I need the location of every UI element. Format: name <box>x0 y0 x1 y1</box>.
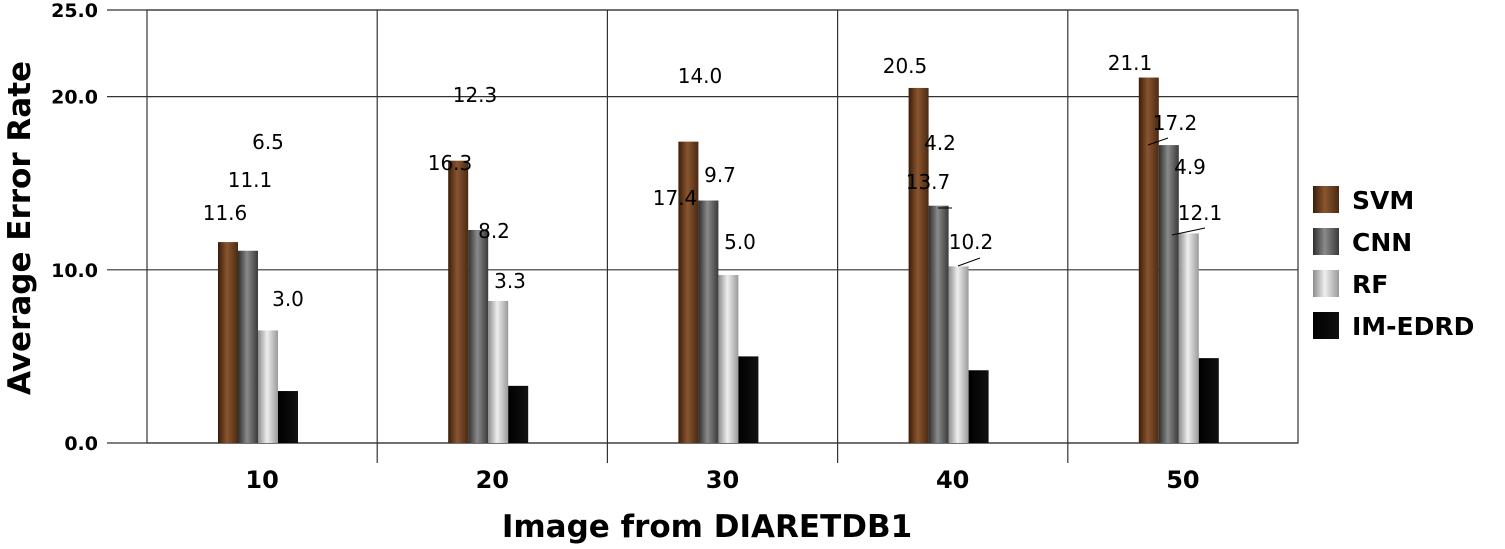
bar-cnn-40 <box>928 205 949 443</box>
data-label: 11.1 <box>228 168 273 192</box>
bar-svm-10 <box>218 242 238 443</box>
data-label: 14.0 <box>678 64 723 88</box>
bar-rf-10 <box>258 330 278 443</box>
data-label: 12.3 <box>453 83 498 107</box>
legend-swatch-im-edrd <box>1313 312 1339 339</box>
data-label: 11.6 <box>203 201 248 225</box>
legend: SVM CNN RF IM-EDRD <box>1313 186 1474 341</box>
data-label: 20.5 <box>883 54 928 78</box>
label-leader-lines <box>938 137 1206 267</box>
data-label: 17.4 <box>653 186 698 210</box>
bar-rf-50 <box>1178 233 1199 443</box>
legend-label-svm: SVM <box>1352 186 1414 215</box>
y-tick-labels: 0.0 10.0 20.0 25.0 <box>51 0 98 455</box>
bar-svm-20 <box>448 160 469 443</box>
legend-label-im-edrd: IM-EDRD <box>1352 312 1474 341</box>
data-label: 4.2 <box>924 131 956 155</box>
bar-cnn-20 <box>468 229 489 443</box>
bar-svm-40 <box>908 87 929 443</box>
label-leader-line <box>957 257 981 267</box>
data-label: 5.0 <box>724 230 756 254</box>
legend-swatch-rf <box>1313 270 1339 297</box>
bar-im-edrd-40 <box>968 370 989 443</box>
bar-cnn-30 <box>698 200 719 443</box>
legend-label-rf: RF <box>1352 270 1388 299</box>
data-label: 3.0 <box>272 287 304 311</box>
data-label: 13.7 <box>906 170 951 194</box>
bar-cnn-10 <box>238 250 258 443</box>
legend-swatch-cnn <box>1313 228 1339 255</box>
data-labels: 11.6 11.1 6.5 3.0 16.3 12.3 8.2 3.3 17.4 14.0 9.7 5… <box>203 51 1223 311</box>
data-label: 9.7 <box>704 163 736 187</box>
x-tick-label: 20 <box>476 466 509 494</box>
data-label: 3.3 <box>494 269 526 293</box>
bar-rf-40 <box>948 266 969 443</box>
data-label: 8.2 <box>478 219 510 243</box>
label-leader-line <box>1147 137 1169 146</box>
y-tick-label: 25.0 <box>51 0 98 22</box>
bar-svm-30 <box>678 141 699 443</box>
data-label: 16.3 <box>428 151 473 175</box>
y-tick-label: 10.0 <box>51 260 98 282</box>
x-tick-label: 40 <box>936 466 969 494</box>
legend-swatch-svm <box>1313 186 1339 213</box>
bars <box>218 77 1219 443</box>
bar-svm-50 <box>1138 77 1159 443</box>
bar-rf-30 <box>718 274 739 443</box>
data-label: 21.1 <box>1108 51 1153 75</box>
data-label: 4.9 <box>1174 155 1206 179</box>
bar-im-edrd-20 <box>508 385 529 443</box>
bar-cnn-50 <box>1158 145 1179 443</box>
data-label: 17.2 <box>1153 111 1198 135</box>
y-axis-title: Average Error Rate <box>2 61 38 395</box>
x-tick-label: 30 <box>706 466 739 494</box>
x-tick-label: 10 <box>245 466 278 494</box>
legend-label-cnn: CNN <box>1352 228 1412 257</box>
y-tick-label: 0.0 <box>64 433 98 455</box>
y-tick-label: 20.0 <box>51 87 98 109</box>
x-tick-labels: 10 20 30 40 50 <box>245 466 1199 494</box>
data-label: 12.1 <box>1178 201 1223 225</box>
bar-im-edrd-10 <box>278 391 298 443</box>
label-leader-line <box>1171 227 1206 236</box>
bar-rf-20 <box>488 300 509 443</box>
bar-im-edrd-50 <box>1198 358 1219 443</box>
data-label: 6.5 <box>252 130 284 154</box>
data-label: 10.2 <box>949 230 994 254</box>
x-axis-title: Image from DIARETDB1 <box>502 509 912 545</box>
x-tick-label: 50 <box>1166 466 1199 494</box>
bar-im-edrd-30 <box>738 356 759 443</box>
